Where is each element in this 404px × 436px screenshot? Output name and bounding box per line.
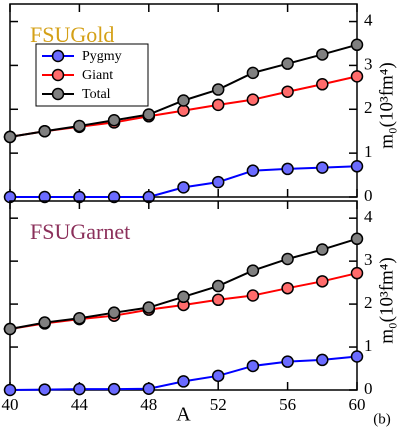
marker	[177, 290, 190, 304]
marker	[316, 353, 329, 367]
legend-label: Giant	[82, 68, 113, 83]
marker	[281, 57, 294, 70]
panel-title: FSUGarnet	[30, 219, 130, 244]
marker	[246, 93, 260, 106]
marker	[73, 119, 86, 133]
marker	[316, 275, 329, 288]
marker	[177, 94, 190, 107]
marker	[107, 190, 121, 204]
x-axis-label: A	[176, 404, 191, 426]
y-tick-label: 2	[364, 293, 373, 312]
marker	[281, 252, 294, 266]
y-tick-label: 2	[364, 98, 373, 117]
marker	[350, 266, 364, 280]
marker	[3, 130, 17, 144]
marker	[211, 279, 225, 293]
x-tick-label: 40	[2, 395, 19, 414]
legend-label: Total	[82, 87, 111, 102]
y-tick-label: 4	[364, 207, 373, 226]
marker	[211, 98, 225, 112]
annotation: (b)	[373, 411, 391, 427]
marker	[3, 383, 17, 397]
panel-title: FSUGold	[30, 22, 114, 47]
marker	[211, 293, 225, 307]
plot-frame	[9, 200, 358, 391]
marker	[350, 160, 364, 173]
marker	[350, 232, 364, 246]
legend-marker	[51, 87, 65, 101]
legend-marker	[51, 68, 65, 82]
marker	[73, 382, 86, 396]
marker	[142, 301, 156, 314]
marker	[246, 289, 260, 302]
marker	[177, 181, 190, 194]
marker	[211, 83, 225, 96]
marker	[107, 382, 121, 396]
x-tick-label: 56	[279, 395, 296, 414]
marker	[142, 382, 156, 395]
marker	[246, 264, 260, 277]
marker	[38, 190, 51, 204]
x-tick-label: 60	[349, 395, 366, 414]
y-tick-label: 3	[364, 54, 373, 73]
plot-frame	[9, 3, 358, 198]
marker	[350, 38, 364, 52]
marker	[316, 243, 329, 256]
marker	[246, 66, 260, 80]
y-tick-label: 0	[364, 186, 373, 205]
marker	[177, 375, 190, 388]
y-tick-label: 0	[364, 379, 373, 398]
y-axis-label: m₀(10³fm⁴)	[376, 257, 397, 343]
marker	[281, 85, 294, 98]
marker	[107, 306, 121, 319]
marker	[350, 70, 364, 83]
marker	[350, 350, 364, 363]
legend-label: Pygmy	[82, 49, 122, 64]
marker	[316, 161, 329, 174]
marker	[107, 113, 121, 127]
y-tick-label: 1	[364, 336, 373, 355]
marker	[211, 369, 225, 383]
x-tick-label: 44	[71, 395, 89, 414]
legend-marker	[51, 49, 65, 63]
marker	[246, 359, 260, 373]
marker	[38, 316, 51, 329]
marker	[246, 164, 260, 177]
marker	[142, 108, 156, 121]
y-tick-label: 3	[364, 250, 373, 269]
x-tick-label: 48	[140, 395, 157, 414]
marker	[316, 48, 329, 61]
marker	[38, 124, 51, 138]
marker	[211, 175, 225, 189]
y-tick-label: 4	[364, 10, 373, 29]
marker	[281, 281, 294, 295]
x-tick-label: 52	[210, 395, 227, 414]
marker	[316, 78, 329, 91]
y-axis-label: m₀(10³fm⁴)	[376, 62, 397, 148]
y-tick-label: 1	[364, 142, 373, 161]
marker	[281, 162, 294, 176]
marker	[3, 322, 17, 336]
marker	[281, 355, 294, 368]
marker	[38, 383, 51, 396]
marker	[73, 312, 86, 325]
